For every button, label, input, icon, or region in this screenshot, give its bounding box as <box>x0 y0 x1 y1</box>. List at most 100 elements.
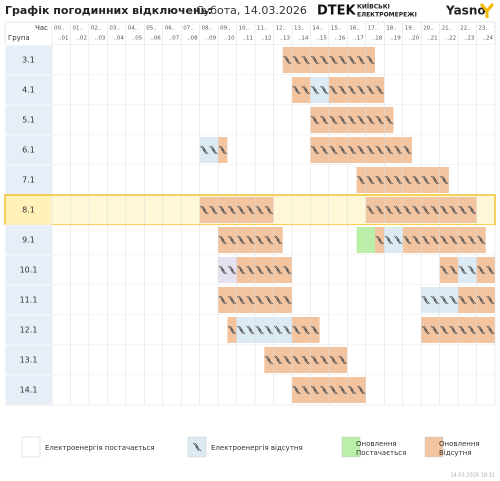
footer: 14.03.2026 18:31 <box>450 473 495 479</box>
group-name: 14.1 <box>20 386 38 395</box>
off-icon <box>356 115 366 125</box>
off-icon <box>310 385 320 395</box>
off-icon <box>384 205 394 215</box>
hour-start: 04.. <box>128 26 139 32</box>
hour-end: ..11 <box>243 36 254 42</box>
off-icon <box>356 385 366 395</box>
outage-segment <box>310 77 329 103</box>
off-icon <box>209 145 218 155</box>
hour-end: ..12 <box>261 36 272 42</box>
off-icon <box>384 175 394 185</box>
off-icon <box>421 295 431 305</box>
off-icon <box>199 145 209 155</box>
brand-line: ЕЛЕКТРОМЕРЕЖІ <box>357 12 417 19</box>
hour-end: ..17 <box>353 36 364 42</box>
off-icon <box>283 295 292 305</box>
off-icon <box>329 355 338 365</box>
off-icon <box>283 265 292 275</box>
off-icon <box>273 325 283 335</box>
off-icon <box>375 85 384 95</box>
group-name: 5.1 <box>22 116 35 125</box>
legend-label: Оновлення Відсутня <box>439 440 480 457</box>
off-icon <box>458 295 467 305</box>
group-name: 12.1 <box>20 326 38 335</box>
hour-end: ..19 <box>390 36 401 42</box>
off-icon <box>421 325 431 335</box>
off-icon <box>347 115 357 125</box>
off-icon <box>421 175 431 185</box>
off-icon <box>338 55 348 65</box>
off-icon <box>366 55 375 65</box>
off-icon <box>264 265 274 275</box>
off-icon <box>467 265 477 275</box>
off-icon <box>292 55 301 65</box>
group-cell <box>4 44 53 76</box>
hour-end: ..15 <box>316 36 327 42</box>
group-label: Група <box>8 34 30 42</box>
off-icon <box>430 325 440 335</box>
group-row: 8.1 <box>4 194 496 226</box>
off-icon <box>393 235 403 245</box>
group-name: 6.1 <box>22 146 35 155</box>
hour-start: 20.. <box>423 26 434 32</box>
hour-start: 23.. <box>479 26 490 32</box>
off-icon <box>366 145 375 155</box>
off-icon <box>192 442 202 452</box>
hour-end: ..08 <box>187 36 198 42</box>
off-icon <box>476 295 486 305</box>
legend-swatch <box>21 436 41 458</box>
outage-segment <box>476 257 495 283</box>
outage-segment <box>384 227 403 253</box>
off-icon <box>486 295 495 305</box>
group-name: 7.1 <box>22 176 35 185</box>
hour-start: 07.. <box>183 26 194 32</box>
off-icon <box>449 295 458 305</box>
off-icon <box>421 235 431 245</box>
group-row: 11.1 <box>4 284 496 316</box>
outage-segment <box>218 257 237 283</box>
off-icon <box>338 115 348 125</box>
off-icon <box>199 205 209 215</box>
legend-label: Оновлення Постачається <box>356 440 406 457</box>
off-icon <box>476 235 486 245</box>
off-icon <box>412 175 421 185</box>
legend-label: Електроенергія відсутня <box>211 444 303 452</box>
group-name: 11.1 <box>20 296 38 305</box>
legend-swatch <box>424 436 444 458</box>
off-icon <box>255 265 264 275</box>
off-icon <box>347 85 357 95</box>
off-icon <box>467 235 477 245</box>
group-cell <box>4 104 53 136</box>
off-icon <box>310 55 320 65</box>
off-icon <box>384 145 394 155</box>
off-icon <box>301 85 311 95</box>
off-icon <box>246 235 255 245</box>
group-cell <box>4 374 53 406</box>
off-icon <box>292 385 301 395</box>
off-icon <box>338 355 348 365</box>
group-cell <box>4 74 53 106</box>
off-icon <box>301 355 311 365</box>
hour-start: 10.. <box>239 26 250 32</box>
hour-start: 05.. <box>146 26 157 32</box>
hour-start: 08.. <box>202 26 213 32</box>
off-icon <box>393 205 403 215</box>
hour-end: ..16 <box>335 36 346 42</box>
off-icon <box>227 235 237 245</box>
hour-end: ..10 <box>224 36 235 42</box>
legend-swatch <box>341 436 361 458</box>
hour-start: 09.. <box>220 26 231 32</box>
off-icon <box>301 55 311 65</box>
outage-segment <box>439 257 459 283</box>
off-icon <box>375 175 384 185</box>
off-icon <box>273 295 283 305</box>
off-icon <box>227 325 237 335</box>
off-icon <box>310 115 320 125</box>
hour-end: ..14 <box>298 36 309 42</box>
off-icon <box>403 175 412 185</box>
off-icon <box>449 265 458 275</box>
off-icon <box>292 355 301 365</box>
group-row: 4.1 <box>4 74 496 106</box>
